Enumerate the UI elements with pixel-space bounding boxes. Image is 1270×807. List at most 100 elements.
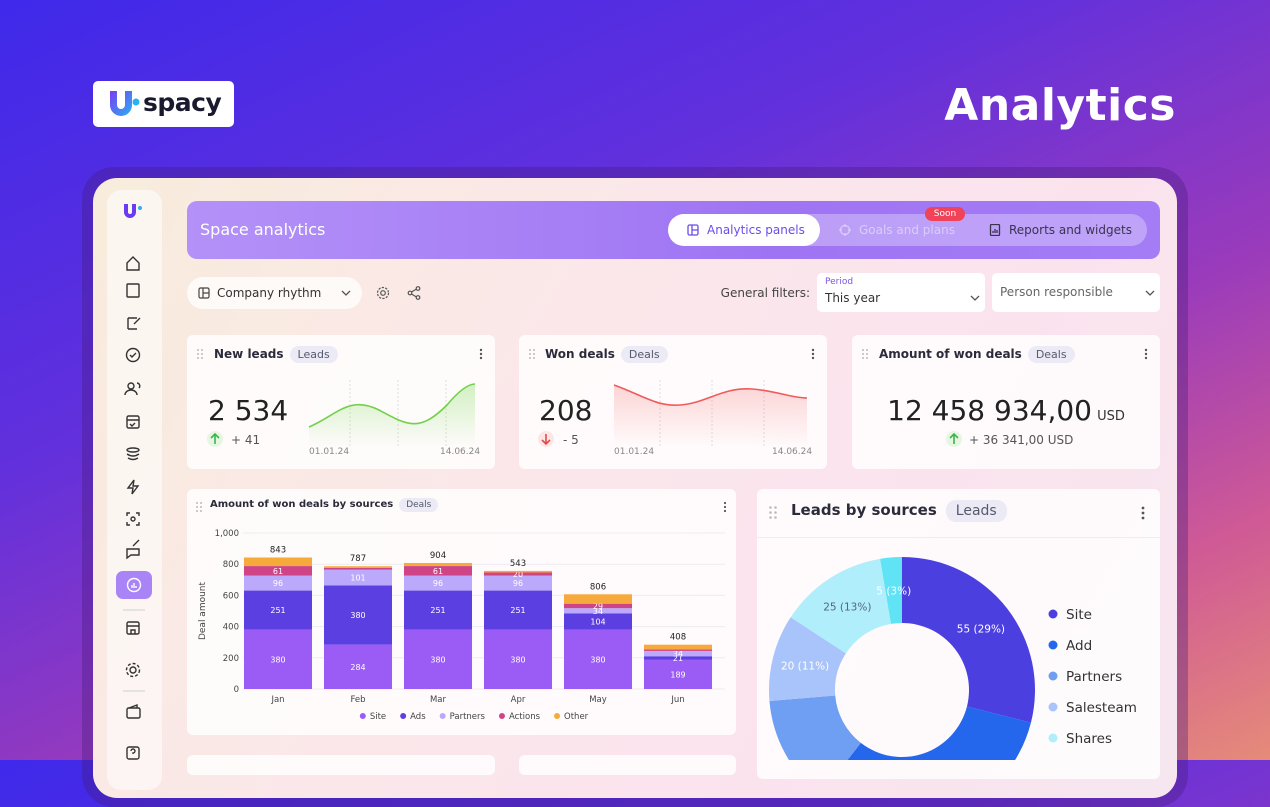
x-tick-label: Feb bbox=[350, 695, 365, 705]
sidebar bbox=[107, 190, 162, 790]
header-title: Space analytics bbox=[200, 220, 326, 239]
logo[interactable]: spacy bbox=[93, 81, 234, 127]
bar-segment bbox=[324, 644, 392, 689]
x-tick-label: Jan bbox=[270, 695, 284, 705]
donut-slice bbox=[769, 617, 846, 701]
kpi-title-text: New leads bbox=[214, 347, 284, 361]
segment-label: 34 bbox=[593, 607, 603, 616]
kpi-title-text: Won deals bbox=[545, 347, 615, 361]
chevron bbox=[970, 295, 980, 301]
chevron bbox=[341, 290, 351, 296]
segment-label: 380 bbox=[350, 611, 365, 620]
legend-marker bbox=[359, 713, 366, 719]
drag-handle[interactable] bbox=[196, 348, 204, 360]
menu-dots[interactable] bbox=[1144, 348, 1148, 360]
kpi-card: New leads Leads 2 534 + 41 01.01.24 14.06… bbox=[187, 335, 495, 469]
total-label: 904 bbox=[430, 551, 446, 561]
bar-segment bbox=[564, 613, 632, 630]
period-select[interactable]: Period This year bbox=[817, 273, 985, 312]
donut-slice bbox=[880, 557, 902, 624]
drag-handle[interactable] bbox=[861, 348, 869, 360]
segment-label: 29 bbox=[593, 602, 603, 611]
kpi-value-row: 12 458 934,00 USD bbox=[852, 394, 1160, 427]
tab-icon bbox=[989, 224, 1001, 236]
kpi-title: Won deals Deals bbox=[545, 346, 668, 363]
sparkline bbox=[308, 380, 476, 447]
y-tick-label: 800 bbox=[223, 560, 239, 570]
chevron bbox=[1145, 290, 1155, 296]
dashboard-select[interactable]: Company rhythm bbox=[187, 277, 362, 309]
legend-label: Ads bbox=[410, 712, 426, 722]
legend-marker bbox=[1048, 640, 1058, 650]
chart-header: Leads by sources Leads bbox=[791, 500, 1007, 522]
bar-segment bbox=[244, 557, 312, 567]
segment-label: 96 bbox=[273, 579, 283, 588]
bar-segment bbox=[484, 590, 552, 630]
tab[interactable]: Analytics panels bbox=[668, 214, 820, 246]
menu-dots[interactable] bbox=[1141, 506, 1145, 520]
bar-segment bbox=[404, 575, 472, 591]
person-placeholder: Person responsible bbox=[1000, 285, 1113, 299]
legend-label: Actions bbox=[509, 712, 541, 722]
legend-label: Partners bbox=[450, 712, 486, 722]
donut-slice bbox=[790, 558, 891, 654]
date-end: 14.06.24 bbox=[772, 447, 813, 457]
segment-label: 380 bbox=[430, 655, 445, 664]
kpi-unit: USD bbox=[1097, 409, 1125, 424]
drag-handle[interactable] bbox=[768, 505, 778, 520]
legend-marker bbox=[400, 713, 407, 719]
legend-marker bbox=[439, 713, 446, 719]
drag-handle[interactable] bbox=[195, 501, 203, 513]
y-tick-label: 0 bbox=[234, 685, 239, 695]
filters-label: General filters: bbox=[720, 286, 810, 300]
kpi-value: 2 534 bbox=[208, 394, 289, 427]
total-label: 408 bbox=[670, 633, 686, 643]
total-label: 787 bbox=[350, 554, 366, 564]
legend-marker bbox=[1048, 733, 1058, 743]
bar-segment bbox=[404, 629, 472, 689]
y-tick-label: 200 bbox=[223, 654, 239, 664]
segment-label: 251 bbox=[270, 606, 285, 615]
bar-segment bbox=[244, 575, 312, 591]
kpi-delta: - 5 bbox=[563, 433, 579, 447]
kpi-tag: Deals bbox=[620, 346, 668, 363]
x-tick-label: Mar bbox=[430, 695, 447, 705]
bar-segment bbox=[644, 644, 712, 650]
bar-segment bbox=[564, 603, 632, 609]
chart-tag: Deals bbox=[399, 498, 439, 512]
legend-label: Other bbox=[564, 712, 589, 722]
tab[interactable]: Goals and plans bbox=[820, 214, 980, 246]
period-label: Period bbox=[825, 277, 854, 287]
y-tick-label: 1,000 bbox=[215, 529, 239, 539]
logo-mark bbox=[110, 91, 140, 116]
kpi-tag: Leads bbox=[289, 346, 338, 363]
bar-segment bbox=[484, 575, 552, 591]
segment-label: 251 bbox=[430, 606, 445, 615]
kpi-title: New leads Leads bbox=[214, 346, 338, 363]
bar-segment bbox=[484, 572, 552, 576]
bar-segment bbox=[484, 629, 552, 689]
toolbar-icons[interactable] bbox=[376, 286, 424, 300]
dashboard-name: Company rhythm bbox=[217, 286, 322, 300]
segment-label: 251 bbox=[510, 606, 525, 615]
y-axis-label: Deal amount bbox=[198, 581, 208, 640]
legend-marker bbox=[554, 713, 561, 719]
chart-title: Leads by sources bbox=[791, 501, 937, 519]
legend-label: Site bbox=[1066, 607, 1092, 623]
legend-label: Salesteam bbox=[1066, 700, 1137, 716]
segment-label: 104 bbox=[590, 618, 605, 627]
segment-label: 61 bbox=[273, 567, 283, 576]
person-select[interactable]: Person responsible bbox=[992, 273, 1160, 312]
drag-handle[interactable] bbox=[528, 348, 536, 360]
bar-segment bbox=[644, 649, 712, 651]
kpi-title-text: Amount of won deals bbox=[879, 347, 1022, 361]
segment-label: 20 bbox=[513, 570, 523, 579]
date-start: 01.01.24 bbox=[614, 447, 655, 457]
bar-segment bbox=[644, 650, 712, 657]
menu-dots[interactable] bbox=[723, 501, 727, 513]
menu-dots[interactable] bbox=[811, 348, 815, 360]
tab[interactable]: Reports and widgets bbox=[980, 214, 1147, 246]
menu-dots[interactable] bbox=[479, 348, 483, 360]
segment-label: 284 bbox=[350, 663, 365, 672]
